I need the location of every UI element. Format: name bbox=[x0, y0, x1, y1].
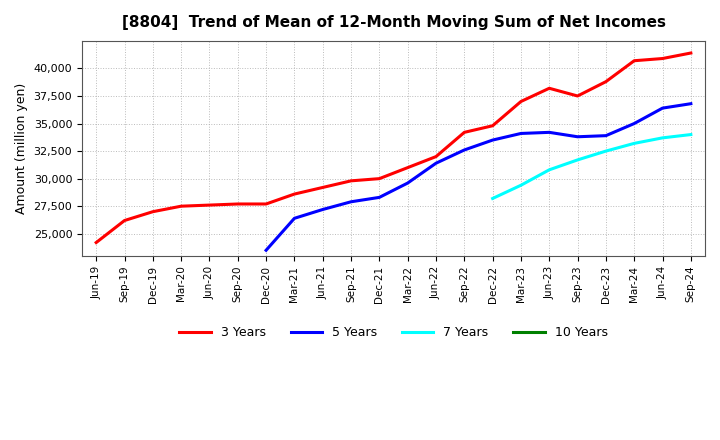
7 Years bbox=[573, 157, 582, 162]
3 Years bbox=[573, 93, 582, 99]
3 Years bbox=[545, 86, 554, 91]
5 Years bbox=[262, 248, 271, 253]
Title: [8804]  Trend of Mean of 12-Month Moving Sum of Net Incomes: [8804] Trend of Mean of 12-Month Moving … bbox=[122, 15, 665, 30]
3 Years bbox=[403, 165, 412, 170]
Line: 5 Years: 5 Years bbox=[266, 104, 691, 250]
7 Years bbox=[687, 132, 696, 137]
5 Years bbox=[517, 131, 526, 136]
5 Years bbox=[545, 130, 554, 135]
3 Years bbox=[347, 178, 356, 183]
3 Years bbox=[488, 123, 497, 128]
5 Years bbox=[658, 106, 667, 111]
5 Years bbox=[403, 180, 412, 186]
5 Years bbox=[290, 216, 299, 221]
7 Years bbox=[658, 135, 667, 140]
5 Years bbox=[375, 195, 384, 200]
3 Years bbox=[290, 191, 299, 197]
7 Years bbox=[602, 148, 611, 154]
3 Years bbox=[432, 154, 441, 159]
7 Years bbox=[488, 196, 497, 201]
Legend: 3 Years, 5 Years, 7 Years, 10 Years: 3 Years, 5 Years, 7 Years, 10 Years bbox=[174, 321, 613, 344]
3 Years bbox=[630, 58, 639, 63]
Line: 3 Years: 3 Years bbox=[96, 53, 691, 242]
5 Years bbox=[432, 161, 441, 166]
3 Years bbox=[658, 56, 667, 61]
5 Years bbox=[687, 101, 696, 106]
5 Years bbox=[602, 133, 611, 138]
3 Years bbox=[177, 204, 186, 209]
7 Years bbox=[545, 167, 554, 172]
5 Years bbox=[573, 134, 582, 139]
3 Years bbox=[375, 176, 384, 181]
7 Years bbox=[630, 141, 639, 146]
3 Years bbox=[205, 202, 214, 208]
5 Years bbox=[347, 199, 356, 205]
Line: 7 Years: 7 Years bbox=[492, 135, 691, 198]
3 Years bbox=[233, 202, 242, 207]
5 Years bbox=[460, 147, 469, 153]
3 Years bbox=[120, 218, 129, 223]
3 Years bbox=[92, 240, 101, 245]
5 Years bbox=[488, 137, 497, 143]
5 Years bbox=[318, 207, 327, 212]
3 Years bbox=[148, 209, 157, 214]
3 Years bbox=[460, 130, 469, 135]
3 Years bbox=[318, 185, 327, 190]
3 Years bbox=[687, 50, 696, 55]
5 Years bbox=[630, 121, 639, 126]
7 Years bbox=[517, 183, 526, 188]
Y-axis label: Amount (million yen): Amount (million yen) bbox=[15, 83, 28, 214]
3 Years bbox=[262, 202, 271, 207]
3 Years bbox=[517, 99, 526, 104]
3 Years bbox=[602, 79, 611, 84]
